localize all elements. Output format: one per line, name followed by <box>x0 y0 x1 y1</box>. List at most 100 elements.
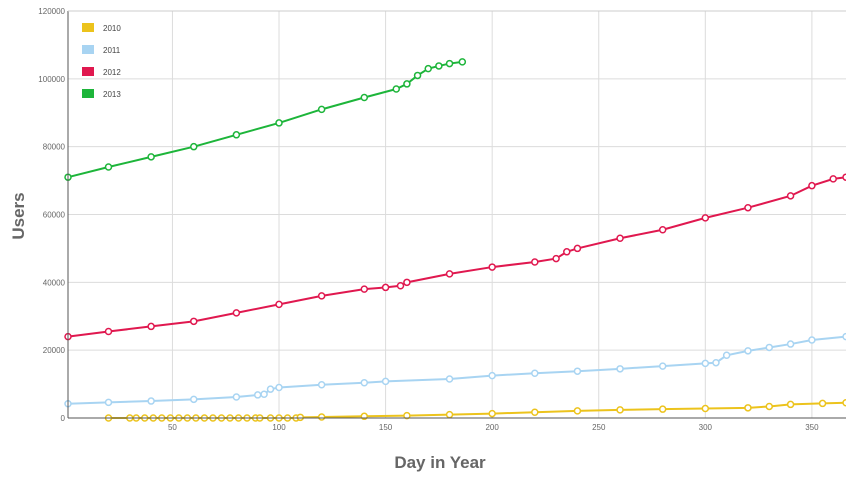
legend-swatch-2011 <box>82 45 94 54</box>
x-tick-label: 350 <box>805 423 819 432</box>
x-tick-label: 200 <box>485 423 499 432</box>
data-point-2010 <box>842 398 846 407</box>
data-point-2012 <box>445 270 454 278</box>
data-point-2011 <box>712 358 720 367</box>
data-point-2011 <box>260 390 268 399</box>
data-point-2013 <box>147 153 155 161</box>
data-point-2012 <box>808 181 816 190</box>
data-point-2010 <box>701 404 710 413</box>
data-point-2013 <box>232 131 241 139</box>
data-point-2012 <box>658 226 667 234</box>
data-point-2011 <box>722 351 731 360</box>
data-point-2012 <box>275 300 283 309</box>
y-axis-title: Users <box>9 192 28 239</box>
data-point-2012 <box>190 317 198 326</box>
legend-label-2013: 2013 <box>103 90 121 99</box>
data-point-2011 <box>616 365 624 373</box>
data-point-2010 <box>818 399 827 408</box>
data-point-2012 <box>403 278 411 287</box>
data-point-2013 <box>360 93 369 102</box>
data-point-2010 <box>445 410 454 419</box>
data-point-2013 <box>458 58 467 66</box>
data-point-2010 <box>744 404 752 412</box>
data-point-2011 <box>381 377 390 386</box>
data-point-2012 <box>317 292 326 300</box>
legend-label-2010: 2010 <box>103 24 121 33</box>
data-point-2011 <box>360 378 369 387</box>
data-point-2010 <box>616 406 624 414</box>
data-point-2012 <box>616 234 624 242</box>
data-point-2012 <box>396 281 405 290</box>
data-point-2013 <box>317 105 326 114</box>
data-point-2012 <box>786 192 795 200</box>
series-line-2011 <box>67 335 846 405</box>
x-axis-title: Day in Year <box>394 453 486 472</box>
legend-swatch-2013 <box>82 89 94 98</box>
x-tick-label: 50 <box>168 423 177 432</box>
data-point-2010 <box>573 407 582 415</box>
data-point-2012 <box>531 258 539 266</box>
data-point-2013 <box>104 163 113 171</box>
y-tick-label: 0 <box>61 414 66 423</box>
series-2011 <box>64 332 846 408</box>
data-point-2012 <box>488 263 496 271</box>
data-point-2012 <box>744 203 752 212</box>
data-point-2012 <box>573 244 582 253</box>
data-point-2011 <box>190 395 198 404</box>
data-point-2013 <box>424 64 432 73</box>
data-point-2011 <box>573 367 582 375</box>
data-point-2011 <box>842 332 846 341</box>
data-point-2011 <box>808 336 816 344</box>
y-tick-label: 80000 <box>43 143 66 152</box>
data-point-2013 <box>413 71 422 80</box>
data-point-2012 <box>701 214 710 222</box>
x-tick-label: 250 <box>592 423 606 432</box>
legend-label-2012: 2012 <box>103 68 121 77</box>
data-point-2010 <box>658 405 667 413</box>
y-tick-label: 100000 <box>38 75 65 84</box>
data-point-2011 <box>147 397 155 405</box>
data-point-2013 <box>190 142 198 151</box>
series-layer <box>64 58 846 422</box>
data-point-2012 <box>829 175 837 183</box>
x-tick-label: 100 <box>272 423 286 432</box>
legend-label-2011: 2011 <box>103 46 121 55</box>
series-2012 <box>64 173 846 341</box>
y-tick-label: 20000 <box>43 346 66 355</box>
data-point-2011 <box>701 359 710 368</box>
data-point-2012 <box>552 254 560 263</box>
data-point-2011 <box>253 391 262 399</box>
data-point-2013 <box>435 62 443 70</box>
y-tick-label: 40000 <box>43 278 66 287</box>
legend: 2010 2011 2012 2013 <box>82 23 121 99</box>
data-point-2010 <box>531 408 539 416</box>
data-point-2012 <box>563 248 571 256</box>
data-point-2011 <box>488 371 496 380</box>
data-point-2011 <box>531 369 539 377</box>
data-point-2011 <box>658 362 667 370</box>
data-point-2011 <box>317 381 326 389</box>
data-point-2013 <box>403 80 411 88</box>
x-tick-label: 300 <box>699 423 713 432</box>
data-point-2011 <box>445 375 454 383</box>
data-point-2011 <box>765 343 774 352</box>
data-point-2013 <box>445 59 454 68</box>
y-tick-label: 60000 <box>43 211 66 220</box>
data-point-2011 <box>266 385 275 393</box>
legend-swatch-2010 <box>82 23 94 32</box>
data-point-2011 <box>232 393 241 401</box>
data-point-2012 <box>147 322 155 331</box>
series-line-2012 <box>67 176 846 338</box>
data-point-2010 <box>786 400 795 409</box>
data-point-2011 <box>275 383 283 392</box>
data-point-2012 <box>232 309 241 317</box>
axes: 0 20000 40000 60000 80000 100000 120000 50 100 15… <box>38 7 846 432</box>
data-point-2012 <box>842 173 846 181</box>
data-point-2012 <box>104 327 113 336</box>
x-tick-label: 150 <box>379 423 393 432</box>
y-tick-label: 120000 <box>38 7 65 16</box>
data-point-2012 <box>360 285 369 293</box>
data-point-2013 <box>275 119 283 127</box>
